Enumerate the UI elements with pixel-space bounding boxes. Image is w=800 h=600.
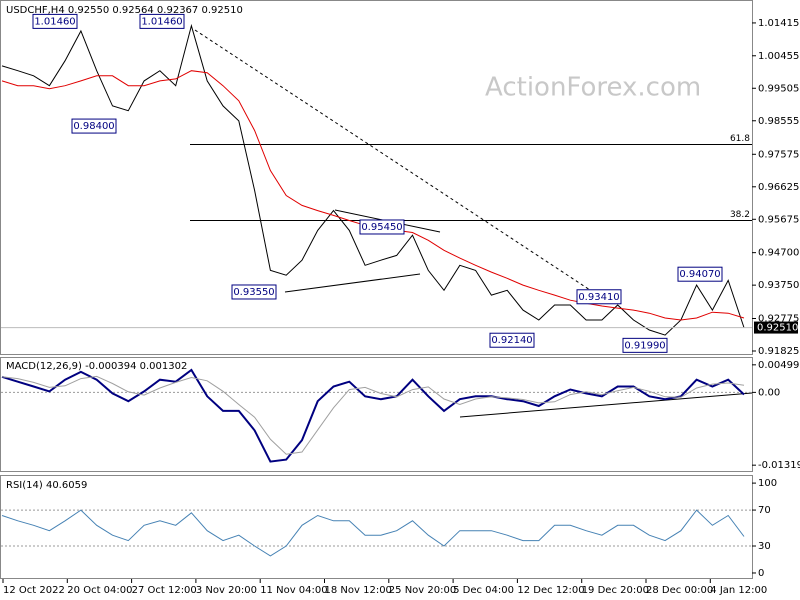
triangle-lower [284, 273, 421, 293]
rsi-panel [0, 475, 753, 579]
price-label: 0.98400 [73, 121, 114, 132]
y-tick-label: 1.01415 [758, 18, 799, 29]
x-tick-label: 25 Nov 20:00 [389, 585, 456, 596]
y-tick-label: 0.95675 [758, 214, 799, 225]
price-label: 1.01460 [141, 16, 182, 27]
price-label-box [359, 219, 405, 235]
x-tick-label: 12 Dec 12:00 [517, 585, 584, 596]
y-tick-label: -0.013193 [758, 460, 800, 471]
y-tick-label: 0.00 [758, 387, 780, 398]
y-tick-label: 100 [758, 478, 777, 489]
x-tick-label: 27 Oct 12:00 [132, 585, 197, 596]
y-tick-label: 0.97575 [758, 149, 799, 160]
chart-title: USDCHF,H4 0.92550 0.92564 0.92367 0.9251… [6, 5, 243, 16]
x-tick-label: 4 Jan 12:00 [710, 585, 767, 596]
y-tick-label: 0.94700 [758, 248, 799, 259]
macd-title: MACD(12,26,9) -0.000394 0.001302 [6, 361, 187, 372]
y-tick-label: 0.004993 [758, 360, 800, 371]
series-line [1, 23, 745, 336]
macd-panel [0, 357, 753, 472]
rsi-title: RSI(14) 40.6059 [6, 480, 87, 491]
series-line [1, 509, 745, 557]
x-tick-label: 20 Oct 04:00 [67, 585, 132, 596]
price-label-box [139, 13, 185, 29]
price-label: 0.93410 [578, 292, 619, 303]
series-line [1, 368, 745, 463]
y-tick-label: 0 [758, 568, 764, 579]
watermark: ActionForex.com [485, 73, 701, 103]
x-tick-label: 18 Nov 12:00 [325, 585, 392, 596]
series-line [1, 70, 745, 321]
price-label: 0.93550 [233, 287, 274, 298]
price-label-box [32, 13, 78, 29]
y-tick-label: 30 [758, 541, 771, 552]
price-label: 0.92140 [491, 335, 532, 346]
price-label: 0.95450 [361, 222, 402, 233]
last-price-box [754, 321, 798, 334]
price-label: 0.91990 [624, 340, 665, 351]
series-line [1, 375, 745, 455]
x-tick-label: 12 Oct 2022 [3, 585, 65, 596]
price-label: 0.94070 [679, 269, 720, 280]
price-label-box [576, 289, 622, 305]
trend-line [194, 29, 591, 291]
price-label-box [71, 118, 117, 134]
x-tick-label: 5 Dec 04:00 [453, 585, 514, 596]
y-tick-label: 0.92775 [758, 313, 799, 324]
y-tick-label: 0.93750 [758, 280, 799, 291]
macd-trend-line [459, 392, 753, 418]
price-label-box [489, 332, 535, 348]
y-tick-label: 70 [758, 505, 771, 516]
y-tick-label: 1.00455 [758, 51, 799, 62]
x-tick-label: 3 Nov 20:00 [196, 585, 257, 596]
y-tick-label: 0.98555 [758, 116, 799, 127]
y-tick-label: 0.96625 [758, 182, 799, 193]
price-label-box [231, 284, 277, 300]
x-tick-label: 28 Dec 00:00 [646, 585, 713, 596]
x-tick-label: 11 Nov 04:00 [260, 585, 327, 596]
y-tick-label: 0.99505 [758, 83, 799, 94]
x-tick-label: 19 Dec 20:00 [582, 585, 649, 596]
price-label: 1.01460 [34, 16, 75, 27]
price-label-box [677, 266, 723, 282]
price-label-box [622, 337, 668, 353]
fib-label: 38.2 [730, 210, 750, 220]
last-price-label: 0.92510 [757, 323, 798, 334]
price-panel [0, 0, 753, 355]
y-tick-label: 0.91825 [758, 346, 799, 357]
fib-label: 61.8 [730, 134, 750, 144]
